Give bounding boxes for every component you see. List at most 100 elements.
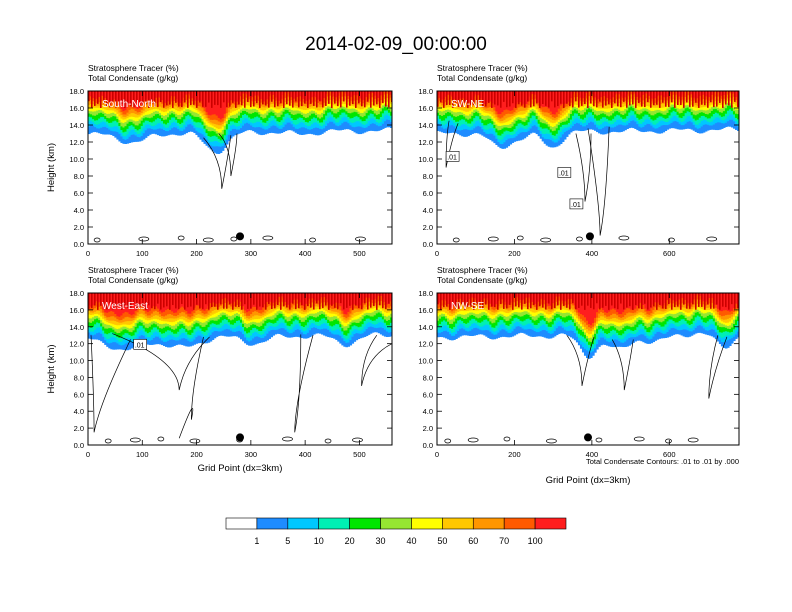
tracer-cell: [314, 309, 318, 314]
tracer-cell: [215, 119, 219, 125]
tracer-cell: [331, 313, 334, 317]
tracer-cell: [335, 122, 338, 126]
tracer-cell: [171, 127, 174, 135]
tracer-cell: [485, 115, 488, 120]
tracer-cell: [280, 102, 284, 106]
tracer-cell: [100, 107, 103, 111]
tracer-cell: [193, 116, 197, 122]
tracer-cell: [242, 309, 245, 313]
tracer-cell: [185, 94, 188, 101]
tracer-cell: [290, 312, 294, 315]
tracer-cell: [165, 318, 168, 322]
tracer-cell: [229, 115, 233, 119]
tracer-cell: [373, 310, 377, 316]
tracer-cell: [385, 309, 389, 313]
tracer-cell: [644, 91, 647, 94]
tracer-cell: [124, 118, 128, 123]
tracer-cell: [720, 112, 724, 117]
tracer-cell: [235, 107, 239, 111]
tracer-cell: [264, 313, 267, 316]
tracer-cell: [323, 124, 326, 129]
tracer-cell: [231, 324, 235, 329]
tracer-cell: [156, 117, 160, 124]
tracer-cell: [317, 293, 320, 301]
tracer-cell: [102, 111, 105, 114]
tracer-cell: [114, 111, 117, 114]
tracer-cell: [114, 334, 117, 338]
tracer-cell: [351, 126, 355, 132]
tracer-cell: [710, 99, 714, 103]
tracer-cell: [523, 113, 527, 118]
tracer-cell: [229, 311, 233, 317]
tracer-cell: [664, 106, 668, 111]
tracer-cell: [88, 110, 91, 114]
tracer-cell: [668, 91, 672, 94]
tracer-cell: [150, 307, 154, 314]
tracer-cell: [278, 106, 282, 110]
tracer-field: [88, 91, 392, 244]
tracer-cell: [525, 119, 529, 126]
tracer-cell: [640, 106, 643, 110]
tracer-cell: [642, 111, 645, 117]
contour-blob: [230, 236, 238, 242]
tracer-cell: [537, 91, 541, 103]
tracer-cell: [187, 340, 190, 347]
tracer-cell: [238, 91, 240, 105]
tracer-cell: [235, 320, 239, 327]
tracer-cell: [505, 113, 509, 119]
tracer-cell: [662, 91, 664, 103]
tracer-cell: [357, 104, 361, 109]
tracer-cell: [211, 293, 213, 308]
tracer-cell: [242, 293, 245, 307]
tracer-cell: [160, 323, 164, 329]
tracer-cell: [375, 103, 379, 107]
tracer-cell: [722, 115, 726, 121]
tracer-cell: [345, 329, 349, 336]
tracer-cell: [343, 121, 346, 130]
tracer-cell: [240, 112, 243, 118]
tracer-cell: [365, 127, 369, 132]
tracer-cell: [254, 318, 257, 323]
tracer-cell: [148, 106, 152, 111]
tracer-cell: [329, 108, 332, 113]
tracer-cell: [371, 113, 375, 119]
tracer-cell: [548, 91, 550, 108]
tracer-cell: [331, 91, 333, 108]
tracer-cell: [541, 122, 545, 129]
tracer-cell: [102, 318, 105, 323]
tracer-cell: [290, 328, 294, 334]
tracer-cell: [509, 123, 513, 129]
tracer-cell: [211, 125, 215, 128]
tracer-cell: [698, 91, 700, 108]
tracer-cell: [736, 113, 739, 120]
tracer-cell: [353, 108, 357, 112]
tracer-cell: [349, 307, 353, 314]
tracer-cell: [704, 106, 708, 111]
tracer-cell: [268, 325, 271, 332]
tracer-cell: [343, 325, 346, 331]
tracer-cell: [298, 312, 302, 317]
tracer-cell: [183, 110, 186, 115]
tracer-cell: [264, 109, 267, 114]
tracer-cell: [128, 320, 132, 325]
tracer-cell: [294, 313, 298, 316]
tracer-cell: [347, 316, 351, 320]
tracer-cell: [351, 336, 355, 344]
tracer-cell: [385, 312, 389, 317]
tracer-cell: [122, 324, 126, 327]
tracer-cell: [116, 116, 119, 120]
tracer-cell: [248, 123, 251, 130]
tracer-cell: [276, 116, 280, 122]
tracer-cell: [535, 118, 539, 123]
tracer-cell: [349, 124, 353, 130]
tracer-cell: [549, 122, 553, 127]
tracer-cell: [266, 103, 269, 107]
tracer-cell: [335, 311, 338, 315]
tracer-cell: [317, 321, 320, 326]
tracer-cell: [519, 132, 523, 141]
tracer-cell: [242, 93, 245, 99]
tracer-cell: [221, 311, 225, 316]
tracer-cell: [359, 308, 363, 312]
tracer-cell: [122, 326, 126, 330]
tracer-cell: [120, 330, 124, 337]
